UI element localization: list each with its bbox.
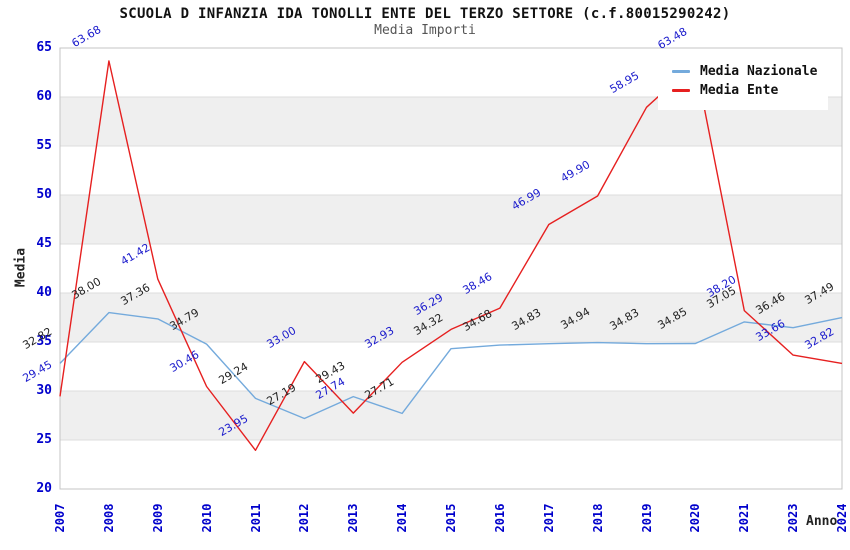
media-nazionale-line — [59, 311, 843, 420]
plot-frame — [59, 47, 843, 490]
legend-label: Media Nazionale — [700, 64, 818, 79]
x-axis-title: Anno — [806, 514, 838, 529]
x-tick-label: 2018 — [590, 503, 605, 533]
x-tick-label: 2012 — [297, 503, 312, 533]
y-tick-label: 60 — [36, 89, 52, 104]
x-tick-label: 2021 — [737, 503, 752, 533]
legend-label: Media Ente — [700, 83, 779, 98]
y-tick-label: 45 — [36, 236, 52, 251]
media-ente-swatch-icon — [672, 89, 690, 92]
legend-item-media-nazionale: Media Nazionale — [672, 64, 828, 79]
chart-title: SCUOLA D INFANZIA IDA TONOLLI ENTE DEL T… — [119, 6, 731, 22]
x-tick-label: 2020 — [688, 503, 703, 533]
x-tick-label: 2009 — [150, 503, 165, 533]
y-tick-label: 50 — [36, 187, 52, 202]
x-tick-label: 2010 — [199, 503, 214, 533]
x-tick-label: 2013 — [346, 503, 361, 533]
media-ente-line — [59, 60, 843, 451]
x-tick-label: 2023 — [786, 503, 801, 533]
background-band — [60, 293, 842, 342]
background-band — [60, 195, 842, 244]
x-tick-label: 2019 — [639, 503, 654, 533]
y-tick-label: 55 — [36, 138, 52, 153]
x-tick-label: 2016 — [492, 503, 507, 533]
x-tick-label: 2007 — [53, 503, 67, 533]
legend-item-media-ente: Media Ente — [672, 83, 828, 98]
x-tick-label: 2015 — [444, 503, 458, 533]
y-axis-title: Media — [13, 247, 29, 288]
y-tick-label: 40 — [36, 285, 52, 300]
media-nazionale-swatch-icon — [672, 70, 690, 73]
y-tick-label: 35 — [36, 334, 52, 349]
x-tick-label: 2008 — [101, 503, 116, 533]
background-band — [60, 391, 842, 440]
y-tick-label: 65 — [36, 40, 52, 55]
legend: Media Nazionale Media Ente — [658, 52, 828, 110]
x-tick-label: 2017 — [541, 503, 556, 533]
chart-subtitle: Media Importi — [374, 23, 476, 38]
y-tick-label: 25 — [36, 432, 52, 447]
y-tick-label: 30 — [36, 383, 52, 398]
x-tick-label: 2011 — [248, 503, 263, 533]
y-tick-label: 20 — [36, 481, 52, 496]
x-tick-label: 2014 — [395, 503, 410, 533]
